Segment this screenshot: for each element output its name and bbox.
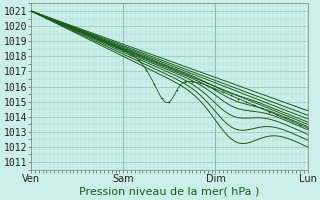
X-axis label: Pression niveau de la mer( hPa ): Pression niveau de la mer( hPa ) (79, 187, 260, 197)
